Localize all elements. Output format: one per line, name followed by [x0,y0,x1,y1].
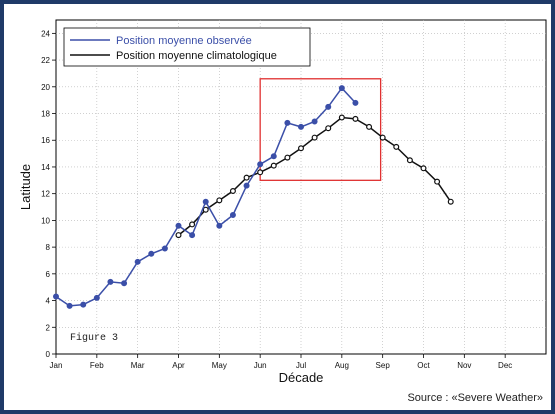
point-observed-15 [257,161,264,168]
point-observed-8 [161,245,168,252]
point-climatological-20 [447,198,454,205]
point-climatological-3 [216,197,223,204]
point-climatological-7 [270,162,277,169]
point-observed-20 [325,103,332,110]
x-tick-label-nov: Nov [457,361,471,370]
point-observed-12 [216,222,223,229]
point-observed-14 [243,182,250,189]
y-tick-label-6: 6 [46,270,51,279]
point-climatological-11 [325,125,332,132]
legend: Position moyenne observée Position moyen… [63,27,311,67]
point-climatological-12 [338,114,345,121]
y-tick-label-18: 18 [41,110,50,119]
y-tick-label-2: 2 [46,323,51,332]
y-axis-label: Latitude [18,164,33,210]
point-climatological-10 [311,134,318,141]
point-observed-7 [148,250,155,257]
legend-box [63,27,311,67]
x-tick-label-jul: Jul [296,361,306,370]
y-tick-label-14: 14 [41,163,50,172]
point-climatological-0 [175,232,182,239]
point-observed-19 [311,118,318,125]
point-observed-17 [284,119,291,126]
series-layer [52,85,454,309]
point-climatological-16 [393,143,400,150]
point-climatological-5 [243,174,250,181]
highlight-box-layer [259,78,382,181]
x-tick-label-mar: Mar [131,361,145,370]
point-observed-13 [229,212,236,219]
plot-area [55,19,547,355]
x-tick-label-oct: Oct [417,361,430,370]
y-tick-label-8: 8 [46,243,51,252]
point-observed-18 [298,123,305,130]
figure-annotation: Figure 3 [70,332,118,344]
legend-label-climatological: Position moyenne climatologique [116,50,277,62]
point-observed-11 [202,198,209,205]
point-observed-0 [52,293,59,300]
y-tick-label-20: 20 [41,83,50,92]
x-axis-label: Décade [279,370,324,385]
x-tick-label-may: May [212,361,227,370]
legend-label-observed: Position moyenne observée [116,35,252,47]
y-tick-label-10: 10 [41,216,50,225]
point-observed-9 [175,222,182,229]
x-tick-label-apr: Apr [172,361,185,370]
y-tick-label-12: 12 [41,190,50,199]
x-tick-label-aug: Aug [335,361,349,370]
chart-frame: 0 2 4 6 8 10 12 14 16 18 20 22 24 Jan Feb Mar Apr May Jun J… [4,4,551,410]
point-observed-22 [352,99,359,106]
point-observed-1 [66,302,73,309]
x-tick-label-feb: Feb [90,361,104,370]
y-tick-label-0: 0 [46,350,51,359]
y-tick-label-4: 4 [46,297,51,306]
point-observed-6 [134,258,141,265]
point-climatological-6 [257,169,264,176]
point-climatological-14 [366,123,373,130]
x-tick-label-jan: Jan [50,361,63,370]
x-tick-label-jun: Jun [254,361,267,370]
point-observed-2 [80,301,87,308]
point-climatological-13 [352,115,359,122]
point-climatological-1 [189,221,196,228]
point-observed-5 [121,280,128,287]
point-climatological-15 [379,134,386,141]
point-climatological-2 [202,206,209,213]
x-tick-label-dec: Dec [498,361,512,370]
point-observed-21 [338,85,345,92]
source-note: Source : «Severe Weather» [407,392,543,404]
y-tick-label-16: 16 [41,136,50,145]
y-tick-label-22: 22 [41,56,50,65]
y-tick-label-24: 24 [41,29,50,38]
point-climatological-4 [229,188,236,195]
highlight-box [259,78,382,181]
point-climatological-18 [420,165,427,172]
point-observed-3 [93,294,100,301]
point-climatological-9 [298,145,305,152]
point-observed-16 [270,153,277,160]
point-climatological-17 [406,157,413,164]
point-climatological-19 [434,178,441,185]
point-observed-4 [107,278,114,285]
point-climatological-8 [284,154,291,161]
x-tick-label-sep: Sep [376,361,391,370]
grid-lines [56,20,546,354]
point-observed-10 [189,232,196,239]
